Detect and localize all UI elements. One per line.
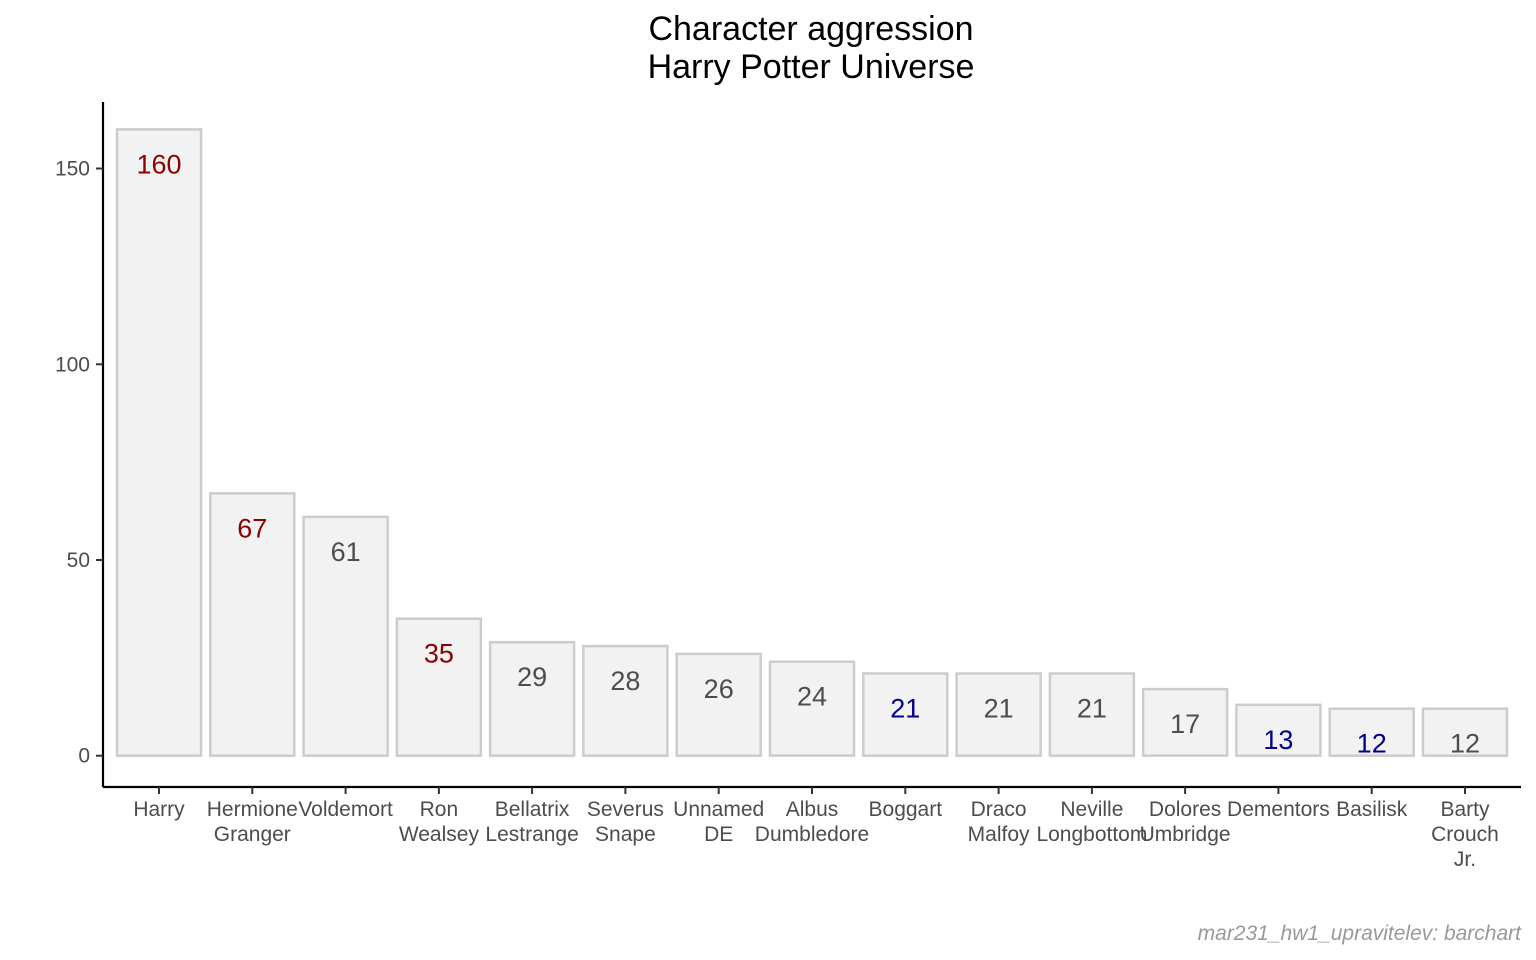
bar xyxy=(115,128,203,757)
bar-value-label: 67 xyxy=(237,513,267,543)
plot-area: 160 67 61 35 29 28 26 24 21 21 21 17 13 12 12 0 50 100 150… xyxy=(55,102,1521,871)
bar-value-label: 160 xyxy=(136,149,181,179)
bar-value-label: 28 xyxy=(610,666,640,696)
x-tick-label: Dolores Umbridge xyxy=(1140,798,1231,846)
bar xyxy=(209,492,296,757)
chart-caption: mar231_hw1_upravitelev: barchart xyxy=(1198,922,1523,945)
bar xyxy=(675,652,762,757)
chart-subtitle: Harry Potter Universe xyxy=(648,48,975,86)
x-tick-label: Voldemort xyxy=(298,798,393,821)
bar xyxy=(1328,707,1415,757)
bar-value-label: 26 xyxy=(704,674,734,704)
bar xyxy=(1421,707,1509,757)
x-tick-label: Hermione Granger xyxy=(207,798,298,846)
x-tick-label: Basilisk xyxy=(1336,798,1408,821)
bar-value-label: 12 xyxy=(1450,729,1480,759)
x-tick-label: Harry xyxy=(133,798,185,821)
x-tick-label: Draco Malfoy xyxy=(968,798,1030,846)
bar xyxy=(1048,672,1136,757)
bar-value-label: 12 xyxy=(1357,729,1387,759)
bar xyxy=(395,617,483,757)
y-tick-label: 100 xyxy=(55,353,90,376)
x-tick-label: Ron Wealsey xyxy=(399,798,480,846)
x-tick-label: Severus Snape xyxy=(587,798,664,846)
bar-value-label: 13 xyxy=(1263,725,1293,755)
x-tick-label: Boggart xyxy=(869,798,943,821)
bar-value-label: 17 xyxy=(1170,709,1200,739)
bar-value-label: 21 xyxy=(890,694,920,724)
x-tick-label: Bellatrix Lestrange xyxy=(485,798,578,846)
bar xyxy=(1235,703,1322,757)
bar-value-label: 21 xyxy=(984,694,1014,724)
bar-value-label: 21 xyxy=(1077,694,1107,724)
bar-value-label: 24 xyxy=(797,682,827,712)
chart-title: Character aggression xyxy=(648,10,973,48)
x-tick-label: Neville Longbottom xyxy=(1036,798,1147,846)
y-tick-label: 150 xyxy=(55,158,90,181)
bar-value-label: 29 xyxy=(517,662,547,692)
x-tick-label: Albus Dumbledore xyxy=(755,798,869,846)
x-tick-label: Barty Crouch Jr. xyxy=(1431,798,1499,871)
bar-value-label: 35 xyxy=(424,639,454,669)
x-tick-label: Unnamed DE xyxy=(673,798,764,846)
bar xyxy=(302,515,389,757)
x-tick-label: Dementors xyxy=(1227,798,1330,821)
bar xyxy=(955,672,1042,757)
bar xyxy=(862,672,949,757)
bar xyxy=(768,660,856,757)
bar xyxy=(582,644,669,757)
bar xyxy=(1141,687,1229,757)
bar-value-label: 61 xyxy=(331,537,361,567)
y-tick-label: 0 xyxy=(78,745,90,768)
bar xyxy=(488,640,576,757)
y-tick-label: 50 xyxy=(67,549,90,572)
